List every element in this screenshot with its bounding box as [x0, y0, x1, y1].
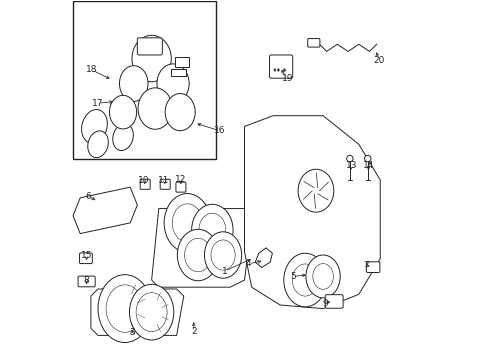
Ellipse shape	[283, 69, 285, 71]
Polygon shape	[73, 187, 137, 234]
Ellipse shape	[81, 109, 107, 143]
Ellipse shape	[106, 285, 143, 332]
Ellipse shape	[132, 35, 171, 82]
Ellipse shape	[109, 95, 136, 129]
Text: 3: 3	[129, 328, 135, 337]
Text: 4: 4	[245, 260, 251, 269]
Text: 9: 9	[321, 299, 327, 308]
Text: 13: 13	[345, 161, 357, 170]
Ellipse shape	[292, 264, 317, 296]
Polygon shape	[151, 208, 251, 287]
Text: 1: 1	[222, 267, 227, 276]
Ellipse shape	[177, 229, 218, 281]
Ellipse shape	[113, 124, 133, 150]
Ellipse shape	[87, 131, 108, 158]
FancyBboxPatch shape	[140, 179, 150, 189]
Ellipse shape	[312, 264, 333, 289]
Text: 16: 16	[213, 126, 225, 135]
Ellipse shape	[204, 232, 241, 278]
FancyBboxPatch shape	[269, 55, 292, 78]
FancyBboxPatch shape	[80, 253, 92, 264]
Ellipse shape	[298, 169, 333, 212]
Polygon shape	[244, 116, 380, 309]
Ellipse shape	[136, 293, 167, 332]
Text: 11: 11	[158, 176, 169, 185]
Text: 7: 7	[362, 261, 368, 270]
Text: 17: 17	[92, 99, 103, 108]
Text: 14: 14	[363, 161, 374, 170]
Ellipse shape	[138, 88, 172, 129]
Ellipse shape	[277, 69, 279, 71]
Ellipse shape	[184, 238, 211, 272]
Ellipse shape	[119, 66, 148, 102]
Text: 15: 15	[81, 251, 92, 260]
Text: 5: 5	[289, 272, 295, 281]
Text: 8: 8	[83, 276, 89, 285]
FancyBboxPatch shape	[137, 38, 162, 55]
Ellipse shape	[283, 253, 326, 307]
Ellipse shape	[164, 194, 210, 252]
Bar	[175, 58, 189, 67]
FancyBboxPatch shape	[78, 276, 95, 287]
Text: 12: 12	[175, 175, 186, 184]
FancyBboxPatch shape	[325, 295, 343, 308]
FancyBboxPatch shape	[160, 179, 170, 189]
Ellipse shape	[199, 213, 225, 247]
Text: 18: 18	[86, 66, 98, 75]
Bar	[73, 1, 216, 158]
Ellipse shape	[364, 156, 370, 162]
Polygon shape	[255, 248, 272, 267]
Ellipse shape	[157, 64, 189, 103]
Ellipse shape	[346, 156, 352, 162]
Bar	[171, 68, 185, 76]
Ellipse shape	[305, 255, 340, 298]
Ellipse shape	[129, 284, 173, 340]
Ellipse shape	[191, 204, 233, 256]
Ellipse shape	[172, 204, 202, 242]
Text: 2: 2	[191, 327, 196, 336]
Ellipse shape	[165, 94, 195, 131]
FancyBboxPatch shape	[366, 262, 379, 273]
Text: 19: 19	[281, 74, 292, 83]
Text: 6: 6	[85, 192, 91, 201]
Polygon shape	[91, 289, 183, 336]
Ellipse shape	[98, 275, 151, 342]
FancyBboxPatch shape	[307, 39, 319, 47]
FancyBboxPatch shape	[176, 182, 185, 192]
Ellipse shape	[210, 240, 235, 270]
Text: 20: 20	[373, 56, 385, 65]
Ellipse shape	[273, 69, 275, 71]
Text: 10: 10	[138, 176, 149, 185]
